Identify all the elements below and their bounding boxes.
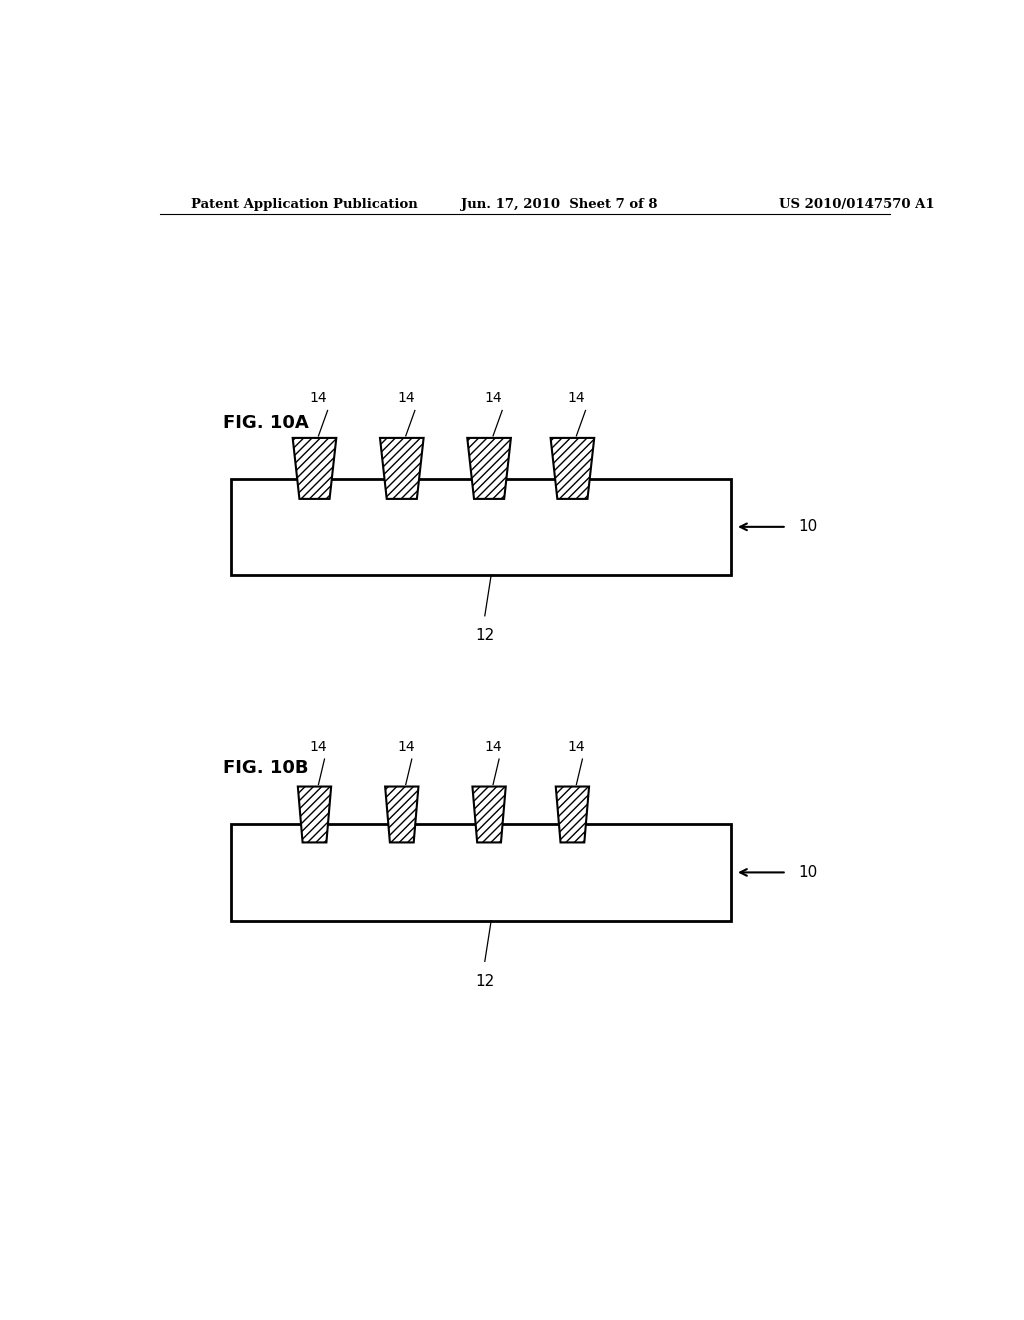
Text: 14: 14: [397, 392, 415, 405]
Text: FIG. 10A: FIG. 10A: [223, 413, 309, 432]
Text: Jun. 17, 2010  Sheet 7 of 8: Jun. 17, 2010 Sheet 7 of 8: [461, 198, 657, 211]
Polygon shape: [556, 787, 589, 842]
Text: Patent Application Publication: Patent Application Publication: [191, 198, 418, 211]
Text: 14: 14: [397, 741, 415, 754]
Text: 10: 10: [799, 519, 818, 535]
Polygon shape: [472, 787, 506, 842]
Bar: [231, 824, 731, 921]
Polygon shape: [551, 438, 594, 499]
Text: 14: 14: [309, 741, 328, 754]
Text: 12: 12: [475, 974, 495, 989]
Polygon shape: [293, 438, 336, 499]
Polygon shape: [385, 787, 419, 842]
Text: 14: 14: [484, 741, 502, 754]
Polygon shape: [298, 787, 331, 842]
Text: 14: 14: [567, 741, 585, 754]
Text: 14: 14: [309, 392, 328, 405]
Text: US 2010/0147570 A1: US 2010/0147570 A1: [778, 198, 934, 211]
Polygon shape: [380, 438, 424, 499]
Text: FIG. 10B: FIG. 10B: [223, 759, 308, 777]
Text: 12: 12: [475, 628, 495, 643]
Text: 14: 14: [484, 392, 502, 405]
Text: 14: 14: [567, 392, 585, 405]
Bar: [231, 479, 731, 576]
Text: 10: 10: [799, 865, 818, 880]
Polygon shape: [467, 438, 511, 499]
